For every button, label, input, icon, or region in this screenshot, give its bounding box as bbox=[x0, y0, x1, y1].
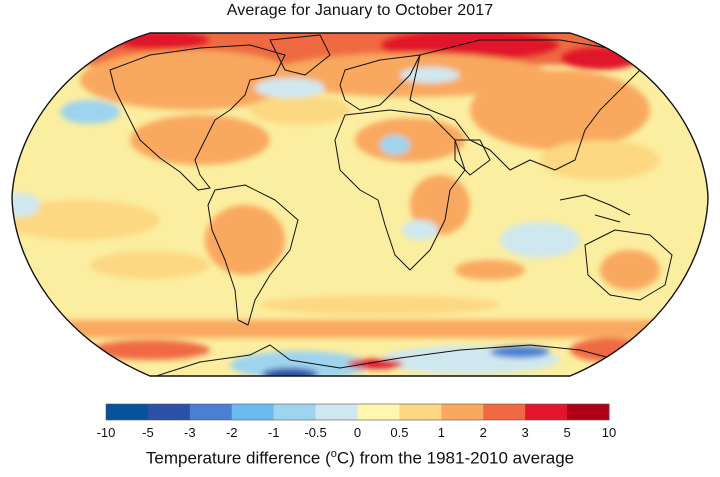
legend-swatch bbox=[525, 404, 568, 420]
indian-ocean-warm bbox=[455, 260, 525, 280]
sahara-warm bbox=[355, 118, 465, 162]
legend-swatch bbox=[315, 404, 358, 420]
caption-degree: o bbox=[330, 448, 337, 460]
north-america-south-warm bbox=[130, 115, 270, 165]
legend-swatch bbox=[357, 404, 400, 420]
south-america-warm bbox=[205, 205, 285, 275]
asia-warm bbox=[470, 70, 650, 150]
legend-caption: Temperature difference (oC) from the 198… bbox=[0, 448, 720, 469]
legend-swatch bbox=[273, 404, 317, 420]
south-america-outline bbox=[207, 184, 299, 326]
north-atlantic-cool bbox=[255, 78, 325, 98]
central-africa-warm bbox=[410, 175, 470, 235]
chart-title: Average for January to October 2017 bbox=[226, 2, 494, 19]
ross-cool bbox=[490, 346, 550, 358]
west-pacific-warm bbox=[540, 140, 660, 180]
legend-swatch bbox=[106, 404, 149, 420]
legend-swatch bbox=[189, 404, 233, 420]
greenland-outline bbox=[269, 34, 331, 76]
legend-tick-label: -1 bbox=[268, 425, 280, 440]
legend-tick-label: -3 bbox=[184, 425, 196, 440]
anomaly-field bbox=[12, 33, 708, 376]
legend-tick-label: 3 bbox=[522, 425, 529, 440]
legend-tick-label: -2 bbox=[226, 425, 238, 440]
east-pacific-cool bbox=[12, 193, 40, 217]
southern-africa-cool bbox=[402, 220, 438, 240]
east-pacific-warm bbox=[12, 200, 160, 240]
australia-outline bbox=[584, 229, 673, 301]
north-america-outline bbox=[109, 44, 286, 191]
indonesia-outline bbox=[559, 194, 631, 223]
antarctica-outline bbox=[149, 344, 631, 376]
legend-swatch bbox=[483, 404, 526, 420]
southern-ocean-band bbox=[260, 295, 500, 315]
south-pacific-warm bbox=[90, 251, 210, 279]
australia-warm bbox=[600, 250, 660, 290]
southern-ocean-warm bbox=[12, 320, 708, 338]
antarctic-cold-core bbox=[262, 368, 318, 376]
legend-tick-label: 2 bbox=[480, 425, 487, 440]
siberia-hot-patch bbox=[380, 33, 560, 61]
africa-outline bbox=[334, 109, 466, 271]
caption-unit: C bbox=[336, 448, 350, 468]
legend-swatch bbox=[441, 404, 484, 420]
north-atlantic-warm bbox=[250, 95, 350, 125]
legend-tick-label: -5 bbox=[142, 425, 154, 440]
legend-border bbox=[105, 403, 610, 421]
sahara-cool bbox=[380, 135, 410, 155]
legend-tick-label: -0.5 bbox=[304, 425, 326, 440]
legend-tick-label: 10 bbox=[602, 425, 616, 440]
north-pacific-cool bbox=[60, 100, 120, 124]
europe-outline bbox=[339, 54, 421, 111]
globe-border bbox=[11, 32, 709, 377]
legend-swatch bbox=[399, 404, 442, 420]
legend-tick-label: -10 bbox=[97, 425, 116, 440]
legend-tick-label: 5 bbox=[563, 425, 570, 440]
legend-swatch bbox=[231, 404, 275, 420]
legend-swatch bbox=[567, 404, 610, 420]
caption-prefix: Temperature difference ( bbox=[145, 448, 331, 468]
indian-ocean-cool bbox=[500, 222, 580, 258]
antarctic-hot-streak bbox=[347, 359, 403, 369]
legend-swatch bbox=[147, 404, 191, 420]
legend-tick-label: 0.5 bbox=[390, 425, 408, 440]
legend-tick-label: 0 bbox=[354, 425, 361, 440]
caption-suffix: ) from the 1981-2010 average bbox=[349, 448, 575, 468]
legend-tick-label: 1 bbox=[438, 425, 445, 440]
antarctic-warm-west bbox=[90, 340, 210, 360]
arabia-outline bbox=[454, 139, 491, 176]
